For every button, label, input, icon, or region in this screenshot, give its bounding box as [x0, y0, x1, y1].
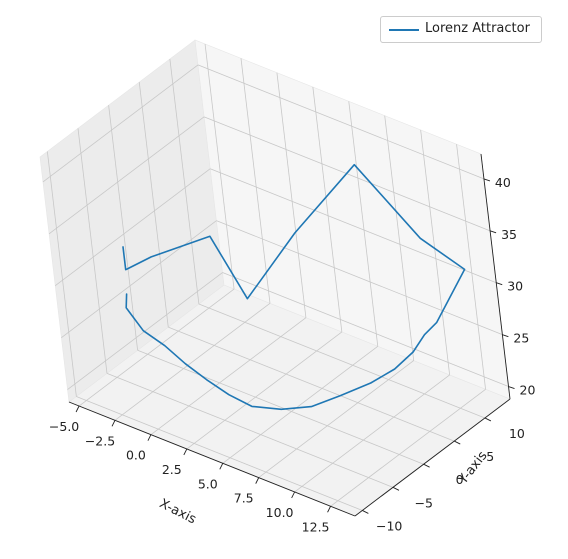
y-tick	[392, 486, 400, 491]
axis-panes	[39, 39, 511, 517]
x-tick	[291, 491, 296, 499]
z-axis-line	[480, 153, 511, 400]
series-layer	[122, 163, 466, 411]
x-grid-line-wall	[456, 144, 486, 390]
y-tick-label: 5	[486, 449, 494, 464]
legend-line-swatch	[389, 29, 419, 31]
z-tick-label: 25	[513, 331, 529, 346]
x-tick	[255, 477, 260, 484]
series-line	[122, 163, 466, 411]
z-tick-label: 35	[501, 227, 517, 242]
grid-lines	[42, 43, 509, 511]
y-grid-line-floor	[198, 303, 486, 419]
x-axis-label: X-axis	[157, 496, 199, 527]
x-grid-line-floor	[186, 331, 343, 450]
axis-lines	[68, 153, 511, 517]
z-grid-line-back	[197, 64, 485, 180]
x-grid-line-floor	[222, 345, 379, 464]
z-tick-label: 20	[520, 383, 536, 398]
x-grid-line-wall	[384, 115, 415, 361]
z-grid-line-left	[48, 116, 205, 235]
y-grid-line-wall	[108, 105, 139, 351]
x-grid-line-floor	[258, 360, 414, 478]
y-grid-line-wall	[169, 58, 200, 305]
x-axis-line	[68, 401, 356, 517]
z-grid-line-back	[210, 168, 497, 284]
x-tick	[147, 434, 152, 441]
x-tick-label: 10.0	[266, 505, 294, 520]
z-tick	[483, 178, 491, 182]
x-grid-line-wall	[348, 101, 379, 347]
x-grid-line-floor	[150, 317, 307, 435]
z-grid-line-back	[222, 272, 509, 387]
y-tick	[423, 463, 430, 468]
x-tick	[327, 506, 331, 513]
z-grid-line-left	[54, 168, 211, 287]
y-tick-label: −10	[376, 519, 402, 534]
x-grid-line-wall	[204, 43, 235, 290]
z-tick	[502, 334, 509, 338]
y-tick-label: −5	[415, 495, 433, 510]
x-tick-label: 12.5	[302, 519, 330, 534]
x-tick	[75, 405, 80, 413]
x-tick	[183, 448, 188, 456]
x-tick-label: −2.5	[85, 433, 115, 448]
x-grid-line-wall	[276, 72, 307, 318]
z-grid-line-left	[42, 64, 199, 183]
z-tick-label: 30	[507, 279, 523, 294]
z-grid-line-back	[216, 220, 503, 336]
y-tick-label: 10	[509, 426, 525, 441]
x-tick-label: 2.5	[162, 462, 182, 477]
y-tick-label: 0	[456, 472, 464, 487]
legend: Lorenz Attractor	[380, 16, 542, 43]
x-grid-line-floor	[78, 288, 235, 407]
x-tick	[111, 420, 116, 427]
z-tick	[508, 386, 515, 389]
y-grid-line-floor	[168, 326, 455, 442]
y-grid-line-floor	[106, 372, 394, 488]
x-grid-line-wall	[240, 58, 271, 304]
y-tick	[484, 417, 492, 422]
z-tick-label: 40	[495, 175, 511, 190]
x-grid-line-floor	[114, 303, 271, 421]
y-grid-line-wall	[138, 82, 169, 328]
y-axis-line	[354, 398, 511, 517]
x-tick-label: −5.0	[49, 419, 79, 434]
x-grid-line-wall	[420, 129, 451, 375]
z-tick	[489, 230, 497, 234]
tick-labels: −5.0 −2.5 0.0 2.5 5.0 7.5 10.0 12.5 −10 −5 0 5 10 20 2…	[49, 175, 536, 534]
y-tick	[454, 440, 461, 445]
x-tick	[219, 463, 224, 470]
y-axis-label: Y-axis	[455, 448, 490, 487]
x-tick-label: 7.5	[234, 491, 254, 506]
x-grid-line-wall	[312, 86, 343, 333]
z-grid-line-left	[61, 220, 217, 338]
x-grid-line-floor	[330, 388, 486, 507]
y-grid-line-wall	[77, 128, 108, 374]
x-tick-label: 0.0	[126, 448, 146, 463]
y-grid-line-wall	[46, 151, 77, 397]
y-grid-line-floor	[137, 349, 424, 465]
x-tick-label: 5.0	[198, 476, 218, 491]
y-grid-line-floor	[76, 396, 363, 511]
y-tick	[362, 510, 369, 514]
tick-marks	[75, 178, 515, 514]
x-grid-line-floor	[294, 374, 450, 493]
z-tick	[496, 282, 503, 286]
legend-label: Lorenz Attractor	[425, 21, 530, 36]
